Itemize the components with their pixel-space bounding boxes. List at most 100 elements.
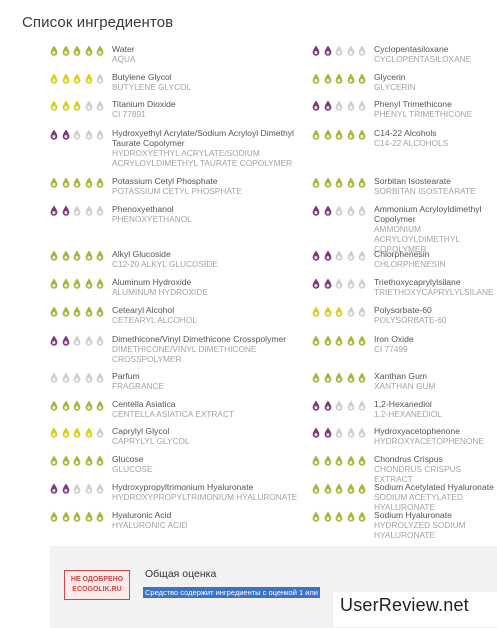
ingredient-row[interactable]: Hydroxypropyltrimonium Hyaluronate HYDROX… bbox=[50, 482, 315, 502]
ingredient-name[interactable]: Hydroxyacetophenone bbox=[374, 426, 460, 436]
ingredient-name[interactable]: Triethoxycaprylylsilane bbox=[374, 277, 461, 287]
ingredient-row[interactable]: Water AQUA bbox=[50, 44, 315, 64]
drop-icon bbox=[96, 400, 104, 411]
rating-drops bbox=[50, 204, 112, 216]
ingredient-row[interactable]: Hyaluronic Acid HYALURONIC ACID bbox=[50, 510, 315, 530]
ingredient-inci: CHONDRUS CRISPUS EXTRACT bbox=[374, 464, 462, 484]
ingredient-row[interactable]: Phenoxyethanol PHENOXYETHANOL bbox=[50, 204, 315, 224]
ingredient-name[interactable]: Glucose bbox=[112, 454, 144, 464]
drop-icon bbox=[50, 455, 58, 466]
ingredient-name[interactable]: Chondrus Crispus bbox=[374, 454, 443, 464]
ingredient-name[interactable]: Potassium Cetyl Phosphate bbox=[112, 176, 218, 186]
ingredient-name[interactable]: Dimethicone/Vinyl Dimethicone Crosspolym… bbox=[112, 334, 287, 344]
ingredient-row[interactable]: Titanium Dioxide CI 77891 bbox=[50, 99, 315, 119]
drop-icon bbox=[358, 335, 366, 346]
ingredient-name[interactable]: Titanium Dioxide bbox=[112, 99, 176, 109]
rating-drops bbox=[312, 399, 374, 411]
ingredient-name[interactable]: Sodium Hyaluronate bbox=[374, 510, 452, 520]
ingredient-row[interactable]: Caprylyl Glycol CAPRYLYL GLYCOL bbox=[50, 426, 315, 446]
rating-drops bbox=[50, 128, 112, 140]
ingredient-row[interactable]: Sorbitan Isostearate SORBITAN ISOSTEARATE bbox=[312, 176, 497, 196]
rating-drops bbox=[312, 249, 374, 261]
drop-icon bbox=[73, 100, 81, 111]
ingredient-row[interactable]: Hydroxyethyl Acrylate/Sodium Acryloyl Di… bbox=[50, 128, 315, 168]
ingredient-row[interactable]: Cyclopentasiloxane CYCLOPENTASILOXANE bbox=[312, 44, 497, 64]
ingredient-name[interactable]: Sorbitan Isostearate bbox=[374, 176, 451, 186]
ingredient-row[interactable]: Phenyl Trimethicone PHENYL TRIMETHICONE bbox=[312, 99, 497, 119]
ingredient-name[interactable]: Ammonium Acryloyldimethyl Copolymer bbox=[374, 204, 482, 224]
ingredient-name[interactable]: Hydroxypropyltrimonium Hyaluronate bbox=[112, 482, 254, 492]
ingredient-name[interactable]: Polysorbate-60 bbox=[374, 305, 432, 315]
ingredient-name[interactable]: Water bbox=[112, 44, 135, 54]
ingredient-text: Alkyl Glucoside C12-20 ALKYL GLUCOSIDE bbox=[112, 249, 315, 269]
ingredient-row[interactable]: C14-22 Alcohols C14-22 ALCOHOLS bbox=[312, 128, 497, 148]
ingredient-text: Sodium Hyaluronate HYDROLYZED SODIUM HYAL… bbox=[374, 510, 497, 540]
ingredient-name[interactable]: Butylene Glycol bbox=[112, 72, 172, 82]
ingredient-name[interactable]: Caprylyl Glycol bbox=[112, 426, 170, 436]
drop-icon bbox=[96, 250, 104, 261]
ingredient-name[interactable]: Phenoxyethanol bbox=[112, 204, 174, 214]
ingredient-row[interactable]: Hydroxyacetophenone HYDROXYACETOPHENONE bbox=[312, 426, 497, 446]
ingredient-name[interactable]: Alkyl Glucoside bbox=[112, 249, 171, 259]
ingredient-name[interactable]: C14-22 Alcohols bbox=[374, 128, 437, 138]
ingredient-row[interactable]: Cetearyl Alcohol CETEARYL ALCOHOL bbox=[50, 305, 315, 325]
ingredient-name[interactable]: Chlorphenesin bbox=[374, 249, 430, 259]
ingredient-row[interactable]: Ammonium Acryloyldimethyl Copolymer AMMON… bbox=[312, 204, 497, 254]
ingredient-inci: 1,2-HEXANEDIOL bbox=[374, 409, 442, 419]
ingredient-row[interactable]: Parfum FRAGRANCE bbox=[50, 371, 315, 391]
ingredient-row[interactable]: Sodium Acetylated Hyaluronate SODIUM ACET… bbox=[312, 482, 497, 512]
ingredient-name[interactable]: Iron Oxide bbox=[374, 334, 414, 344]
ingredient-row[interactable]: Xanthan Gum XANTHAN GUM bbox=[312, 371, 497, 391]
drop-icon bbox=[62, 455, 70, 466]
drop-icon bbox=[73, 306, 81, 317]
drop-icon bbox=[85, 205, 93, 216]
ingredient-text: Ammonium Acryloyldimethyl Copolymer AMMON… bbox=[374, 204, 497, 254]
ingredient-row[interactable]: Chondrus Crispus CHONDRUS CRISPUS EXTRACT bbox=[312, 454, 497, 484]
ingredient-name[interactable]: Sodium Acetylated Hyaluronate bbox=[374, 482, 494, 492]
ingredient-row[interactable]: Potassium Cetyl Phosphate POTASSIUM CETYL… bbox=[50, 176, 315, 196]
ingredient-name[interactable]: 1,2-Hexanediol bbox=[374, 399, 432, 409]
drop-icon bbox=[347, 483, 355, 494]
ingredient-name[interactable]: Parfum bbox=[112, 371, 140, 381]
ingredient-name[interactable]: Glycerin bbox=[374, 72, 406, 82]
drop-icon bbox=[73, 45, 81, 56]
ingredient-text: Potassium Cetyl Phosphate POTASSIUM CETYL… bbox=[112, 176, 315, 196]
ingredient-row[interactable]: Dimethicone/Vinyl Dimethicone Crosspolym… bbox=[50, 334, 315, 364]
ingredient-name[interactable]: Cetearyl Alcohol bbox=[112, 305, 175, 315]
drop-icon bbox=[312, 306, 320, 317]
ingredient-name[interactable]: Aluminum Hydroxide bbox=[112, 277, 192, 287]
drop-icon bbox=[85, 511, 93, 522]
ingredient-inci: C12-20 ALKYL GLUCOSIDE bbox=[112, 259, 218, 269]
ingredient-row[interactable]: Triethoxycaprylylsilane TRIETHOXYCAPRYLYL… bbox=[312, 277, 497, 297]
ingredient-row[interactable]: Aluminum Hydroxide ALUMINUM HYDROXIDE bbox=[50, 277, 315, 297]
drop-icon bbox=[358, 483, 366, 494]
drop-icon bbox=[73, 511, 81, 522]
drop-icon bbox=[347, 511, 355, 522]
drop-icon bbox=[335, 511, 343, 522]
ingredient-name[interactable]: Phenyl Trimethicone bbox=[374, 99, 452, 109]
ingredient-row[interactable]: Centella Asiatica CENTELLA ASIATICA EXTRA… bbox=[50, 399, 315, 419]
ingredient-inci: CHLORPHENESIN bbox=[374, 259, 446, 269]
ingredient-row[interactable]: Glycerin GLYCERIN bbox=[312, 72, 497, 92]
drop-icon bbox=[312, 45, 320, 56]
ingredient-name[interactable]: Hydroxyethyl Acrylate/Sodium Acryloyl Di… bbox=[112, 128, 294, 148]
ingredient-row[interactable]: Polysorbate-60 POLYSORBATE-60 bbox=[312, 305, 497, 325]
ingredient-text: Water AQUA bbox=[112, 44, 315, 64]
drop-icon bbox=[62, 511, 70, 522]
drop-icon bbox=[335, 427, 343, 438]
ingredient-row[interactable]: 1,2-Hexanediol 1,2-HEXANEDIOL bbox=[312, 399, 497, 419]
ingredient-row[interactable]: Iron Oxide CI 77499 bbox=[312, 334, 497, 354]
ingredient-row[interactable]: Butylene Glycol BUTYLENE GLYCOL bbox=[50, 72, 315, 92]
ingredient-text: Hydroxyethyl Acrylate/Sodium Acryloyl Di… bbox=[112, 128, 315, 168]
rating-drops bbox=[50, 44, 112, 56]
ingredient-text: Centella Asiatica CENTELLA ASIATICA EXTRA… bbox=[112, 399, 315, 419]
ingredient-name[interactable]: Xanthan Gum bbox=[374, 371, 428, 381]
ingredient-row[interactable]: Alkyl Glucoside C12-20 ALKYL GLUCOSIDE bbox=[50, 249, 315, 269]
ingredient-name[interactable]: Hyaluronic Acid bbox=[112, 510, 172, 520]
ingredient-row[interactable]: Sodium Hyaluronate HYDROLYZED SODIUM HYAL… bbox=[312, 510, 497, 540]
ingredient-row[interactable]: Chlorphenesin CHLORPHENESIN bbox=[312, 249, 497, 269]
ingredient-name[interactable]: Centella Asiatica bbox=[112, 399, 176, 409]
ingredient-row[interactable]: Glucose GLUCOSE bbox=[50, 454, 315, 474]
ingredient-name[interactable]: Cyclopentasiloxane bbox=[374, 44, 449, 54]
drop-icon bbox=[335, 483, 343, 494]
